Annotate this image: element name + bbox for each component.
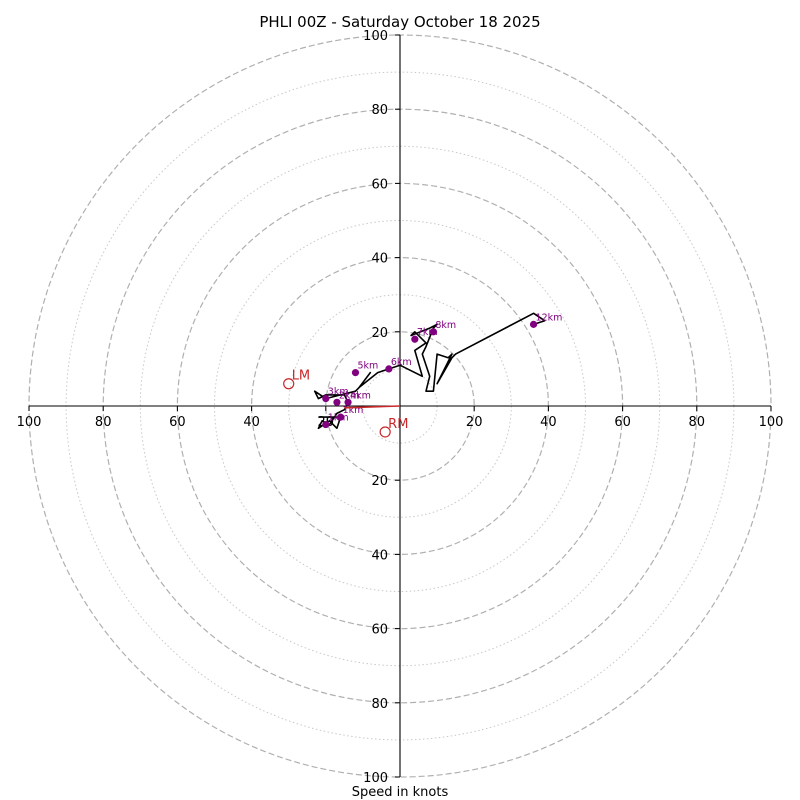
height-marker-label: 3km <box>328 387 349 398</box>
left-mover-label: LM <box>292 369 310 384</box>
height-marker-label: 5km <box>357 361 378 372</box>
height-marker-dot <box>351 369 360 377</box>
wind-trace-layer <box>313 312 546 430</box>
storm-motion-markers: LM RM <box>283 369 408 438</box>
height-marker-label: 8km <box>435 320 456 331</box>
x-tick-label: 60 <box>169 415 186 430</box>
height-marker-dot <box>322 420 330 429</box>
tick-labels: 1008060402020406080100100806040202040608… <box>17 29 784 786</box>
height-marker-dot <box>429 328 437 336</box>
x-tick-label: 40 <box>243 415 260 430</box>
chart-title: PHLI 00Z - Saturday October 18 2025 <box>259 13 540 31</box>
x-axis-label: Speed in knots <box>352 785 449 800</box>
x-tick-label: 80 <box>95 415 112 430</box>
height-marker-label: 4km <box>350 390 371 401</box>
left-mover-marker <box>283 378 295 390</box>
right-mover-marker <box>379 426 391 438</box>
y-tick-label: 20 <box>371 326 388 341</box>
y-tick-label: 100 <box>363 29 388 44</box>
y-tick-label: 80 <box>371 103 388 118</box>
right-mover-label: RM <box>388 417 408 432</box>
height-marker-dot <box>344 398 352 406</box>
height-marker-dot <box>333 398 341 406</box>
x-tick-label: 100 <box>17 415 42 430</box>
height-marker-dot <box>529 320 538 328</box>
height-marker-label: 1km <box>343 405 364 416</box>
y-tick-label: 20 <box>371 474 388 489</box>
y-tick-label: 80 <box>371 697 388 712</box>
x-tick-label: 40 <box>540 415 557 430</box>
height-marker-dot <box>411 335 419 343</box>
height-marker-label: 12km <box>536 312 563 323</box>
height-marker-label: 7km <box>417 327 438 338</box>
height-marker-dot <box>322 394 330 403</box>
height-marker-label: 6km <box>391 357 412 368</box>
height-marker-label: 2km <box>339 390 360 401</box>
y-tick-label: 40 <box>371 548 388 563</box>
wind-trace-line <box>313 312 546 430</box>
y-tick-label: 60 <box>371 177 388 192</box>
height-marker-label: 1km <box>328 413 349 424</box>
x-tick-label: 60 <box>614 415 631 430</box>
y-tick-label: 100 <box>363 771 388 786</box>
y-tick-label: 60 <box>371 623 388 638</box>
height-marker-dot <box>337 413 345 421</box>
mean-wind-vector <box>344 405 401 409</box>
height-marker-dot <box>385 365 393 373</box>
y-tick-label: 40 <box>371 252 388 267</box>
x-tick-label: 100 <box>759 415 784 430</box>
x-tick-label: 20 <box>466 415 483 430</box>
x-tick-label: 80 <box>689 415 706 430</box>
